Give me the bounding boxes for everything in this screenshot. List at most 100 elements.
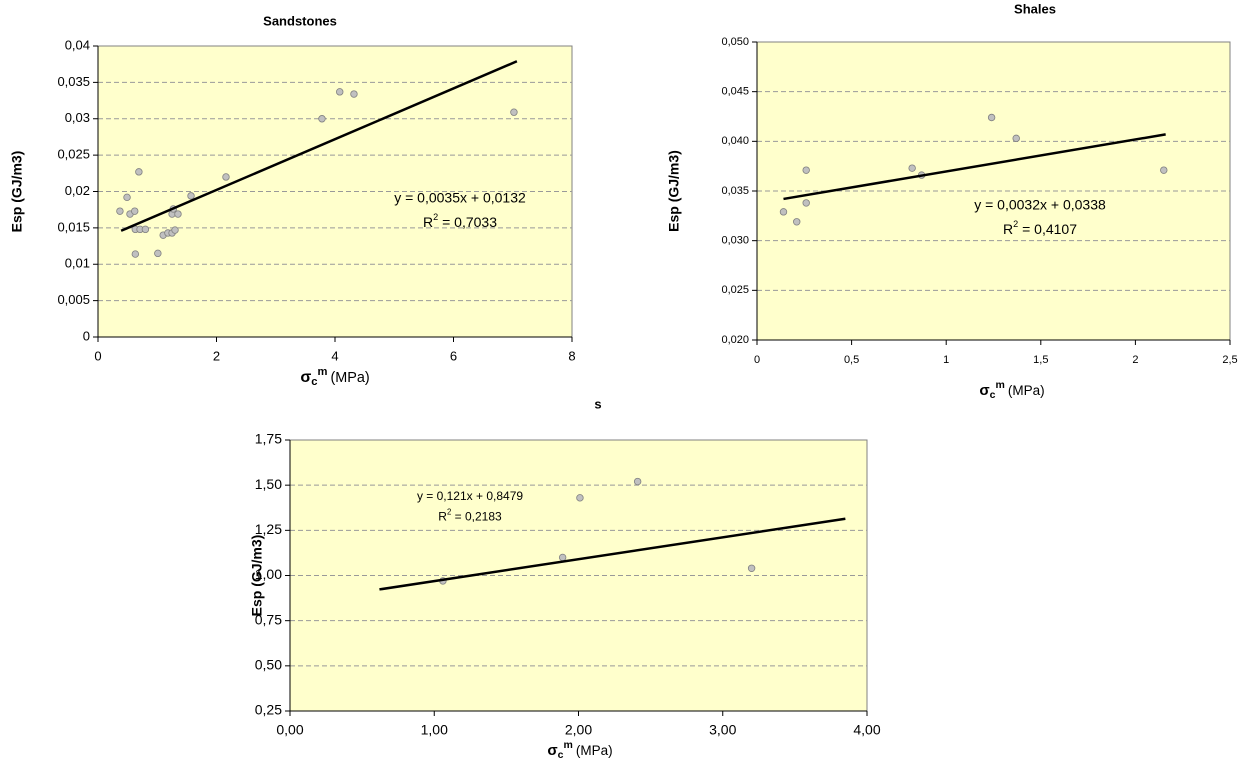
y-tick-label: 0,015 (57, 219, 90, 234)
x-axis-label: σcm (MPa) (547, 739, 612, 761)
data-point (174, 210, 182, 218)
y-tick-label: 1,75 (255, 431, 282, 447)
trendline (783, 133, 1166, 201)
x-label-subscript: c (990, 389, 996, 401)
y-tick-label: 0,01 (65, 256, 90, 271)
y-tick-label: 1,00 (255, 566, 282, 582)
data-point (576, 494, 584, 502)
data-point (171, 226, 179, 234)
x-tick-label: 0,5 (844, 354, 859, 366)
y-tick-label: 0,040 (721, 135, 749, 147)
x-axis-label: σcm (MPa) (979, 379, 1044, 401)
x-label-symbol: σ (300, 369, 311, 386)
equation: y = 0,121x + 0,8479 (417, 489, 523, 503)
x-axis-label: σcm (MPa) (300, 366, 369, 388)
chart-title: Sandstones (263, 13, 337, 28)
data-point (141, 225, 150, 234)
x-tick-label: 0 (754, 354, 760, 366)
chart-title: s (594, 396, 601, 411)
x-label-unit: (MPa) (1008, 383, 1045, 398)
x-label-subscript: c (558, 749, 564, 761)
y-tick-label: 0,005 (57, 292, 90, 307)
data-point (633, 477, 642, 486)
y-tick-label: 0,03 (65, 110, 90, 125)
equation: y = 0,0032x + 0,0338 (974, 197, 1106, 213)
data-point (1160, 166, 1168, 174)
data-point (222, 173, 230, 181)
x-label-subscript: c (311, 376, 317, 388)
r-squared-value: = 0,4107 (1018, 221, 1077, 237)
x-tick-label: 2 (213, 348, 220, 363)
x-label-unit: (MPa) (330, 370, 369, 386)
data-point (510, 108, 518, 116)
y-axis-label: Esp (GJ/m3) (9, 151, 25, 233)
data-point (802, 199, 810, 207)
y-tick-label: 0,04 (65, 37, 90, 52)
data-point (187, 192, 195, 200)
x-tick-label: 3,00 (709, 722, 736, 738)
x-tick-label: 4 (331, 348, 338, 363)
y-tick-label: 0,75 (255, 611, 282, 627)
x-label-superscript: m (318, 366, 328, 378)
y-tick-label: 0,025 (721, 284, 749, 296)
x-label-unit: (MPa) (576, 743, 613, 758)
y-tick-label: 0,030 (721, 235, 749, 247)
y-tick-label: 0,035 (721, 185, 749, 197)
r-squared: R2 = 0,2183 (438, 507, 502, 523)
data-point (336, 88, 344, 96)
y-tick-label: 1,50 (255, 476, 282, 492)
y-tick-label: 0,50 (255, 657, 282, 673)
data-point (350, 90, 358, 98)
data-point (131, 207, 139, 215)
r-squared-symbol: R (423, 214, 433, 230)
r-squared-superscript: 2 (433, 212, 438, 222)
x-label-symbol: σ (979, 382, 989, 399)
equation: y = 0,0035x + 0,0132 (394, 190, 526, 206)
data-point (908, 164, 916, 172)
data-point (558, 553, 567, 562)
y-tick-label: 0,025 (57, 147, 90, 162)
y-tick-label: 0,25 (255, 702, 282, 718)
data-point (802, 166, 810, 174)
x-label-symbol: σ (547, 742, 557, 759)
r-squared-value: = 0,2183 (451, 510, 502, 524)
y-tick-label: 0 (83, 328, 90, 343)
y-tick-label: 1,25 (255, 521, 282, 537)
x-tick-label: 2,00 (565, 722, 592, 738)
x-tick-label: 1,00 (421, 722, 448, 738)
data-point (987, 113, 996, 122)
data-point (318, 115, 326, 123)
data-point (154, 249, 162, 258)
y-tick-label: 0,020 (721, 334, 749, 346)
x-label-superscript: m (996, 379, 1005, 391)
data-point (116, 207, 124, 215)
x-tick-label: 6 (450, 348, 457, 363)
data-point (793, 218, 801, 226)
y-tick-label: 0,050 (721, 36, 749, 48)
x-tick-label: 0 (94, 348, 101, 363)
r-squared: R2 = 0,7033 (423, 212, 497, 229)
x-tick-label: 8 (568, 348, 575, 363)
data-point (1012, 134, 1020, 143)
trendline (379, 517, 846, 591)
y-tick-label: 0,035 (57, 74, 90, 89)
y-tick-label: 0,02 (65, 183, 90, 198)
x-tick-label: 2,5 (1222, 354, 1237, 366)
data-point (135, 168, 143, 176)
x-tick-label: 1,5 (1033, 354, 1048, 366)
x-tick-label: 1 (943, 354, 949, 366)
x-tick-label: 4,00 (853, 722, 880, 738)
y-axis-label: Esp (GJ/m3) (249, 535, 265, 617)
y-axis-label: Esp (GJ/m3) (666, 150, 682, 232)
trendline (120, 60, 518, 232)
r-squared-superscript: 2 (447, 507, 451, 516)
data-point (123, 193, 131, 202)
x-tick-label: 0,00 (276, 722, 303, 738)
data-point (131, 250, 140, 258)
r-squared: R2 = 0,4107 (1003, 219, 1077, 236)
r-squared-symbol: R (1003, 221, 1013, 237)
x-label-superscript: m (564, 739, 573, 751)
x-tick-label: 2 (1132, 354, 1138, 366)
r-squared-superscript: 2 (1013, 219, 1018, 229)
